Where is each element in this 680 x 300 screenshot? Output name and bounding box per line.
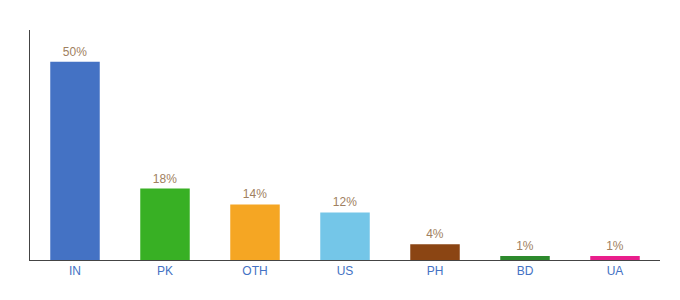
svg-text:1%: 1%	[606, 239, 624, 253]
svg-text:PH: PH	[427, 264, 444, 278]
svg-text:14%: 14%	[243, 187, 267, 201]
svg-text:BD: BD	[517, 264, 534, 278]
svg-text:UA: UA	[607, 264, 624, 278]
svg-text:IN: IN	[69, 264, 81, 278]
svg-text:1%: 1%	[516, 239, 534, 253]
svg-text:PK: PK	[157, 264, 173, 278]
svg-text:US: US	[337, 264, 354, 278]
svg-text:12%: 12%	[333, 195, 357, 209]
svg-text:4%: 4%	[426, 227, 444, 241]
svg-text:18%: 18%	[153, 172, 177, 186]
svg-text:50%: 50%	[63, 45, 87, 59]
svg-text:OTH: OTH	[242, 264, 267, 278]
